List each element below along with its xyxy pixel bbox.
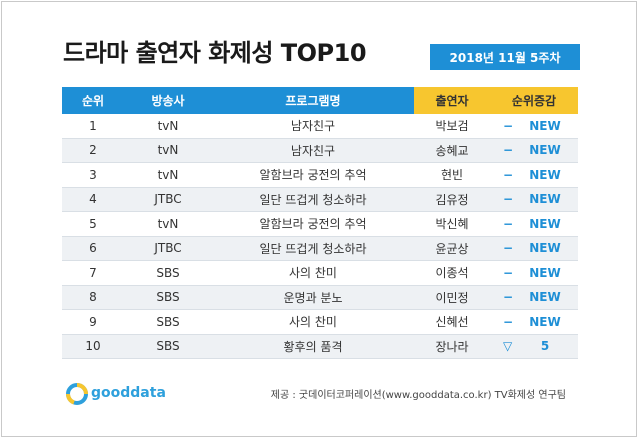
header-network: 방송사: [124, 87, 212, 114]
actor-cell: 김유정: [414, 187, 490, 212]
rank-cell: 4: [62, 187, 124, 212]
table-row: 6 JTBC 일단 뜨겁게 청소하라 윤균상 − NEW: [62, 236, 578, 261]
change-indicator-icon: −: [503, 314, 514, 329]
table-row: 9 SBS 사의 찬미 신혜선 − NEW: [62, 309, 578, 335]
ranking-table: 순위 방송사 프로그램명 출연자 순위증감 1 tvN 남자친구 박보검 − NEW 2 tv…: [62, 87, 578, 359]
change-value: NEW: [529, 290, 561, 305]
actor-cell: 신혜선: [414, 309, 490, 335]
rank-cell: 10: [62, 334, 124, 359]
rank-cell: 6: [62, 236, 124, 261]
program-cell: 사의 찬미: [212, 260, 414, 286]
network-cell: SBS: [124, 309, 212, 335]
date-badge: 2018년 11월 5주차: [430, 44, 580, 70]
change-indicator-icon: −: [503, 143, 514, 158]
change-value: NEW: [529, 143, 561, 158]
rank-cell: 3: [62, 162, 124, 188]
table-row: 8 SBS 운명과 분노 이민정 − NEW: [62, 285, 578, 310]
table-row: 5 tvN 알함브라 궁전의 추억 박신혜 − NEW: [62, 211, 578, 237]
change-cell: − NEW: [490, 260, 578, 286]
table-row: 4 JTBC 일단 뜨겁게 청소하라 김유정 − NEW: [62, 187, 578, 212]
actor-cell: 윤균상: [414, 236, 490, 261]
actor-cell: 현빈: [414, 162, 490, 188]
change-value: NEW: [529, 167, 561, 182]
network-cell: JTBC: [124, 236, 212, 261]
actor-cell: 이민정: [414, 285, 490, 310]
change-cell: − NEW: [490, 236, 578, 261]
change-indicator-icon: −: [503, 216, 514, 231]
change-value: NEW: [529, 216, 561, 231]
rank-cell: 1: [62, 114, 124, 139]
rank-cell: 9: [62, 309, 124, 335]
network-cell: SBS: [124, 334, 212, 359]
program-cell: 남자친구: [212, 114, 414, 139]
change-cell: − NEW: [490, 114, 578, 139]
change-cell: − NEW: [490, 162, 578, 188]
change-value: NEW: [529, 314, 561, 329]
page-title: 드라마 출연자 화제성 TOP10: [63, 39, 367, 67]
ranking-table-container: 순위 방송사 프로그램명 출연자 순위증감 1 tvN 남자친구 박보검 − NEW 2 tv…: [62, 87, 578, 359]
program-cell: 일단 뜨겁게 청소하라: [212, 187, 414, 212]
change-cell: − NEW: [490, 309, 578, 335]
change-value: NEW: [529, 241, 561, 256]
change-indicator-icon: ▽: [503, 339, 513, 354]
change-indicator-icon: −: [503, 241, 514, 256]
source-credit: 제공 : 굿데이터코퍼레이션(www.gooddata.co.kr) TV화제성…: [270, 390, 566, 401]
rank-cell: 5: [62, 211, 124, 237]
actor-cell: 송혜교: [414, 138, 490, 163]
program-cell: 운명과 분노: [212, 285, 414, 310]
rank-cell: 8: [62, 285, 124, 310]
network-cell: tvN: [124, 114, 212, 139]
actor-cell: 장나라: [414, 334, 490, 359]
table-body: 1 tvN 남자친구 박보검 − NEW 2 tvN 남자친구 송혜교 − NEW 3 tvN 알함브라 궁…: [62, 114, 578, 359]
change-value: 5: [540, 339, 550, 354]
table-row: 1 tvN 남자친구 박보검 − NEW: [62, 114, 578, 139]
change-value: NEW: [529, 192, 561, 207]
table-row: 2 tvN 남자친구 송혜교 − NEW: [62, 138, 578, 163]
header-program: 프로그램명: [212, 87, 414, 114]
header-actor: 출연자: [414, 87, 490, 114]
rank-cell: 2: [62, 138, 124, 163]
change-indicator-icon: −: [503, 192, 514, 207]
header-change: 순위증감: [490, 87, 578, 114]
table-row: 3 tvN 알함브라 궁전의 추억 현빈 − NEW: [62, 162, 578, 188]
change-cell: ▽ 5: [490, 334, 578, 359]
change-value: NEW: [529, 265, 561, 280]
table-header-row: 순위 방송사 프로그램명 출연자 순위증감: [62, 87, 578, 114]
change-value: NEW: [529, 118, 561, 133]
network-cell: SBS: [124, 285, 212, 310]
logo-text: gooddata: [91, 385, 166, 401]
program-cell: 일단 뜨겁게 청소하라: [212, 236, 414, 261]
change-cell: − NEW: [490, 187, 578, 212]
gooddata-logo-icon: [66, 383, 88, 405]
gooddata-logo: gooddata: [66, 381, 166, 405]
change-indicator-icon: −: [503, 118, 514, 133]
network-cell: SBS: [124, 260, 212, 286]
program-cell: 알함브라 궁전의 추억: [212, 211, 414, 237]
program-cell: 사의 찬미: [212, 309, 414, 335]
actor-cell: 이종석: [414, 260, 490, 286]
change-cell: − NEW: [490, 211, 578, 237]
program-cell: 알함브라 궁전의 추억: [212, 162, 414, 188]
header-rank: 순위: [62, 87, 124, 114]
rank-cell: 7: [62, 260, 124, 286]
actor-cell: 박신혜: [414, 211, 490, 237]
change-cell: − NEW: [490, 138, 578, 163]
table-row: 7 SBS 사의 찬미 이종석 − NEW: [62, 260, 578, 286]
change-indicator-icon: −: [503, 265, 514, 280]
change-indicator-icon: −: [503, 290, 514, 305]
network-cell: tvN: [124, 138, 212, 163]
network-cell: tvN: [124, 162, 212, 188]
change-cell: − NEW: [490, 285, 578, 310]
actor-cell: 박보검: [414, 114, 490, 139]
program-cell: 남자친구: [212, 138, 414, 163]
network-cell: JTBC: [124, 187, 212, 212]
change-indicator-icon: −: [503, 167, 514, 182]
table-row: 10 SBS 황후의 품격 장나라 ▽ 5: [62, 334, 578, 359]
program-cell: 황후의 품격: [212, 334, 414, 359]
network-cell: tvN: [124, 211, 212, 237]
